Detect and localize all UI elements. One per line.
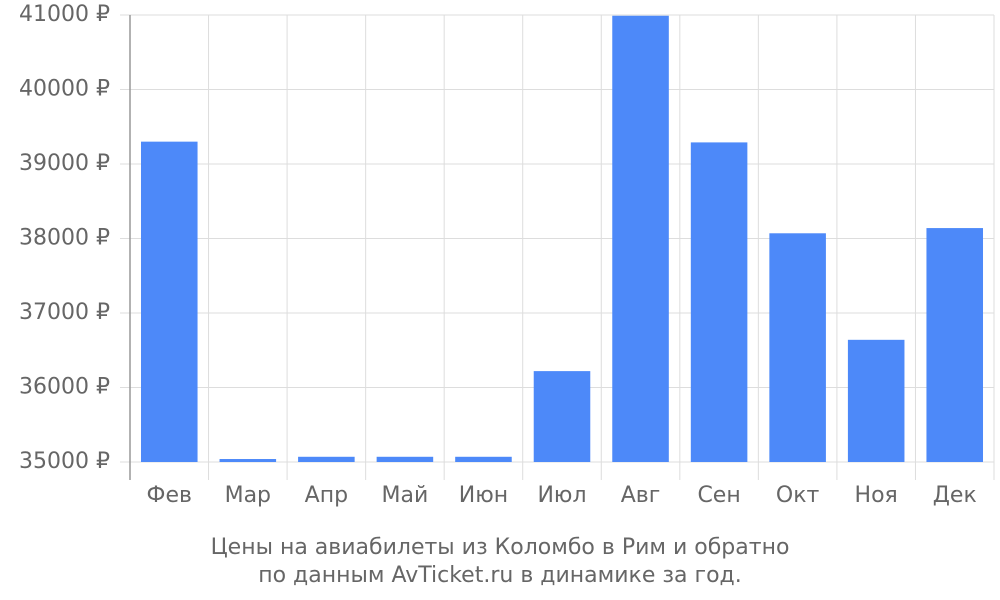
x-tick-label: Окт (776, 483, 820, 508)
y-tick-label: 41000 ₽ (19, 2, 110, 27)
y-tick-label: 39000 ₽ (19, 151, 110, 176)
x-tick-label: Дек (933, 483, 977, 508)
bar (376, 456, 434, 462)
y-tick-label: 40000 ₽ (19, 77, 110, 102)
bar (926, 228, 984, 462)
bar (533, 371, 591, 462)
bar (847, 339, 905, 462)
x-tick-label: Ноя (855, 483, 898, 508)
bar (140, 141, 198, 462)
x-tick-label: Июн (459, 483, 508, 508)
bar (612, 15, 669, 463)
bar (455, 456, 512, 462)
bar (690, 142, 748, 462)
x-tick-label: Сен (697, 483, 740, 508)
y-tick-label: 35000 ₽ (19, 449, 110, 474)
x-tick-label: Фев (147, 483, 192, 508)
bar (298, 456, 355, 462)
x-tick-label: Июл (537, 483, 586, 508)
bar (219, 459, 277, 462)
x-tick-label: Авг (621, 483, 661, 508)
y-tick-label: 38000 ₽ (19, 226, 110, 251)
x-tick-label: Май (382, 483, 429, 508)
bar (769, 233, 826, 462)
x-tick-label: Мар (225, 483, 271, 508)
y-tick-label: 37000 ₽ (19, 300, 110, 325)
chart-subtitle: по данным AvTicket.ru в динамике за год. (258, 563, 742, 588)
y-tick-label: 36000 ₽ (19, 375, 110, 400)
x-tick-label: Апр (305, 483, 348, 508)
chart-title: Цены на авиабилеты из Коломбо в Рим и об… (211, 535, 790, 560)
